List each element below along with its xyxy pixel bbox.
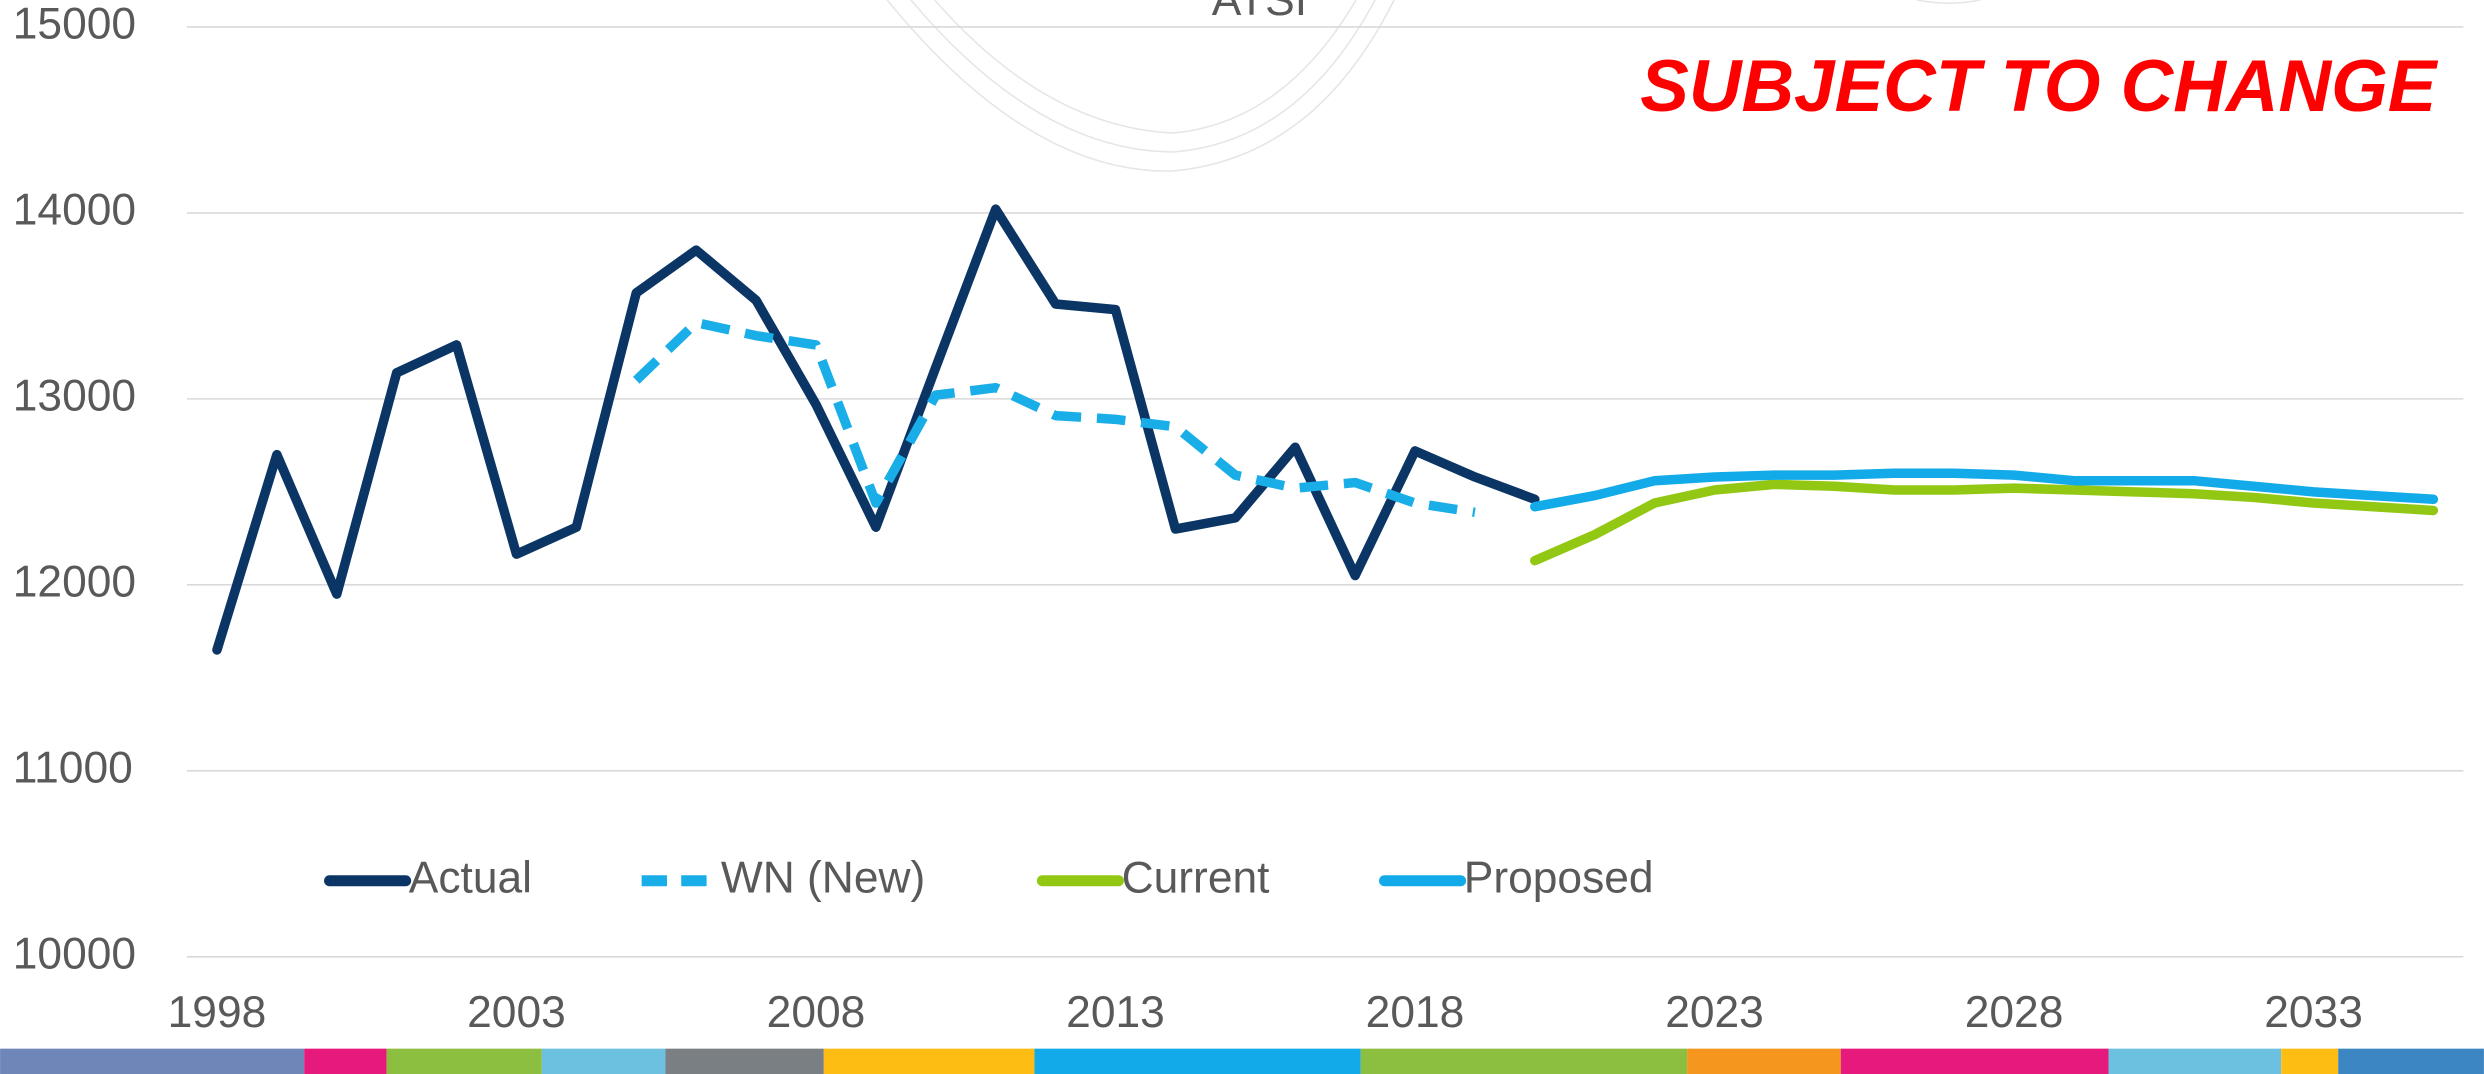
stripe	[0, 1048, 305, 1074]
y-tick-label: 13000	[13, 372, 136, 421]
stripe	[2108, 1048, 2282, 1074]
series-line	[1530, 468, 2439, 512]
stripe	[304, 1048, 387, 1074]
x-tick-label: 2033	[2264, 988, 2363, 1037]
y-tick-label: 10000	[13, 929, 136, 978]
legend-label: Current	[1122, 853, 1270, 902]
y-tick-label: 11000	[13, 744, 133, 793]
legend-label: Proposed	[1464, 853, 1654, 902]
x-tick-label: 2023	[1665, 988, 1764, 1037]
series-line	[212, 204, 1540, 655]
y-tick-label: 15000	[13, 0, 136, 49]
chart-title: ATSI	[1212, 0, 1307, 25]
legend-label: WN (New)	[721, 853, 925, 902]
series-line	[632, 317, 1476, 518]
stripe	[1687, 1048, 1841, 1074]
stripe	[2338, 1048, 2484, 1074]
y-tick-label: 14000	[13, 186, 136, 235]
series-line	[1530, 479, 2439, 566]
x-tick-label: 2018	[1366, 988, 1465, 1037]
stripe	[1360, 1048, 1688, 1074]
stripe	[386, 1048, 542, 1074]
stripe	[2281, 1048, 2339, 1074]
stripe	[823, 1048, 1035, 1074]
logo-decoration	[886, 0, 1981, 172]
stripe	[1034, 1048, 1361, 1074]
stripe	[541, 1048, 666, 1074]
y-tick-label: 12000	[13, 558, 136, 607]
x-tick-label: 1998	[168, 988, 267, 1037]
x-tick-label: 2008	[767, 988, 866, 1037]
stripe	[1840, 1048, 2109, 1074]
stripe	[665, 1048, 824, 1074]
annotation: SUBJECT TO CHANGE	[1640, 46, 2439, 127]
x-tick-label: 2003	[467, 988, 566, 1037]
bottom-stripe	[0, 1048, 2484, 1074]
x-tick-label: 2028	[1965, 988, 2064, 1037]
legend-label: Actual	[409, 853, 532, 902]
x-tick-label: 2013	[1066, 988, 1165, 1037]
